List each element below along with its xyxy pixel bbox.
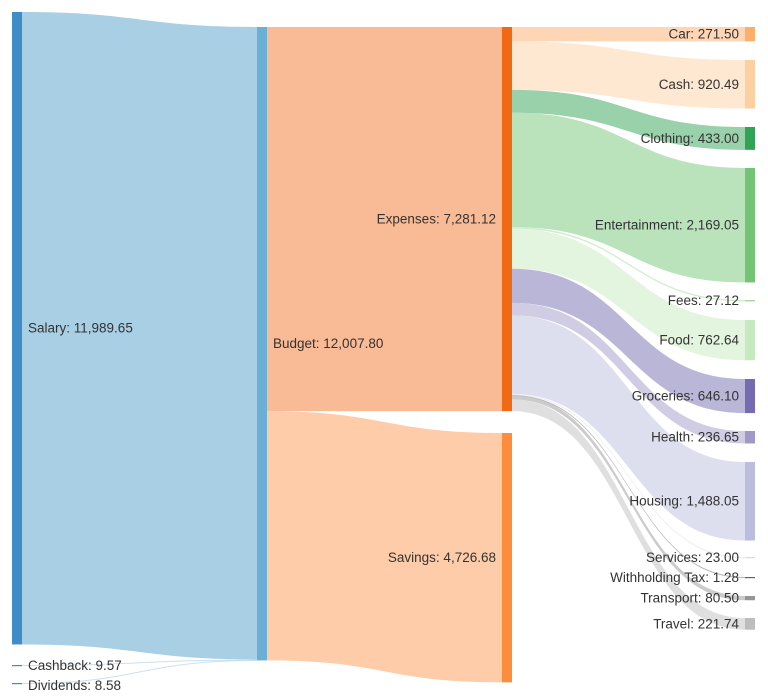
node-cashback bbox=[12, 665, 22, 667]
link-expenses-fees bbox=[512, 227, 745, 302]
node-dividends bbox=[12, 683, 22, 685]
node-car bbox=[745, 27, 755, 42]
label-entertainment: Entertainment: 2,169.05 bbox=[595, 218, 739, 233]
node-groceries bbox=[745, 379, 755, 414]
label-food: Food: 762.64 bbox=[659, 333, 739, 348]
link-expenses-clothing bbox=[512, 89, 745, 150]
label-clothing: Clothing: 433.00 bbox=[641, 131, 739, 146]
links-layer bbox=[22, 12, 745, 684]
link-dividends-budget bbox=[22, 659, 257, 684]
label-transport: Transport: 80.50 bbox=[640, 591, 739, 606]
label-salary: Salary: 11,989.65 bbox=[28, 321, 133, 336]
label-budget: Budget: 12,007.80 bbox=[273, 336, 383, 351]
link-expenses-housing bbox=[512, 315, 745, 541]
node-food bbox=[745, 320, 755, 361]
link-expenses-car bbox=[512, 27, 745, 42]
link-budget-savings bbox=[267, 411, 502, 683]
label-cash: Cash: 920.49 bbox=[659, 77, 739, 92]
node-withholding bbox=[745, 577, 755, 579]
node-entertainment bbox=[745, 168, 755, 283]
link-expenses-withholding bbox=[512, 395, 745, 578]
label-savings: Savings: 4,726.68 bbox=[388, 550, 496, 565]
link-cashback-budget bbox=[22, 659, 257, 666]
link-expenses-travel bbox=[512, 399, 745, 630]
node-expenses bbox=[502, 27, 512, 412]
node-health bbox=[745, 431, 755, 444]
label-housing: Housing: 1,488.05 bbox=[629, 494, 739, 509]
node-budget bbox=[257, 27, 267, 661]
node-housing bbox=[745, 462, 755, 541]
link-expenses-cash bbox=[512, 41, 745, 109]
label-health: Health: 236.65 bbox=[651, 430, 739, 445]
node-salary bbox=[12, 12, 22, 645]
label-groceries: Groceries: 646.10 bbox=[632, 389, 739, 404]
link-budget-expenses bbox=[267, 27, 502, 412]
node-travel bbox=[745, 618, 755, 630]
node-services bbox=[745, 557, 755, 559]
node-fees bbox=[745, 300, 755, 302]
label-dividends: Dividends: 8.58 bbox=[28, 678, 121, 693]
node-clothing bbox=[745, 127, 755, 150]
nodes-layer bbox=[12, 12, 755, 685]
label-car: Car: 271.50 bbox=[668, 27, 739, 42]
label-fees: Fees: 27.12 bbox=[668, 293, 739, 308]
label-travel: Travel: 221.74 bbox=[653, 616, 739, 631]
link-expenses-groceries bbox=[512, 268, 745, 414]
link-expenses-transport bbox=[512, 395, 745, 601]
label-services: Services: 23.00 bbox=[646, 550, 739, 565]
node-cash bbox=[745, 60, 755, 109]
labels-layer: Salary: 11,989.65 Cashback: 9.57 Dividends… bbox=[28, 27, 739, 693]
label-expenses: Expenses: 7,281.12 bbox=[377, 212, 496, 227]
link-expenses-entertainment bbox=[512, 112, 745, 283]
link-expenses-food bbox=[512, 228, 745, 361]
link-salary-budget bbox=[22, 12, 257, 660]
label-withholding: Withholding Tax: 1.28 bbox=[610, 570, 739, 585]
node-transport bbox=[745, 596, 755, 601]
link-expenses-services bbox=[512, 393, 745, 559]
link-expenses-health bbox=[512, 302, 745, 444]
node-savings bbox=[502, 433, 512, 683]
label-cashback: Cashback: 9.57 bbox=[28, 658, 122, 673]
